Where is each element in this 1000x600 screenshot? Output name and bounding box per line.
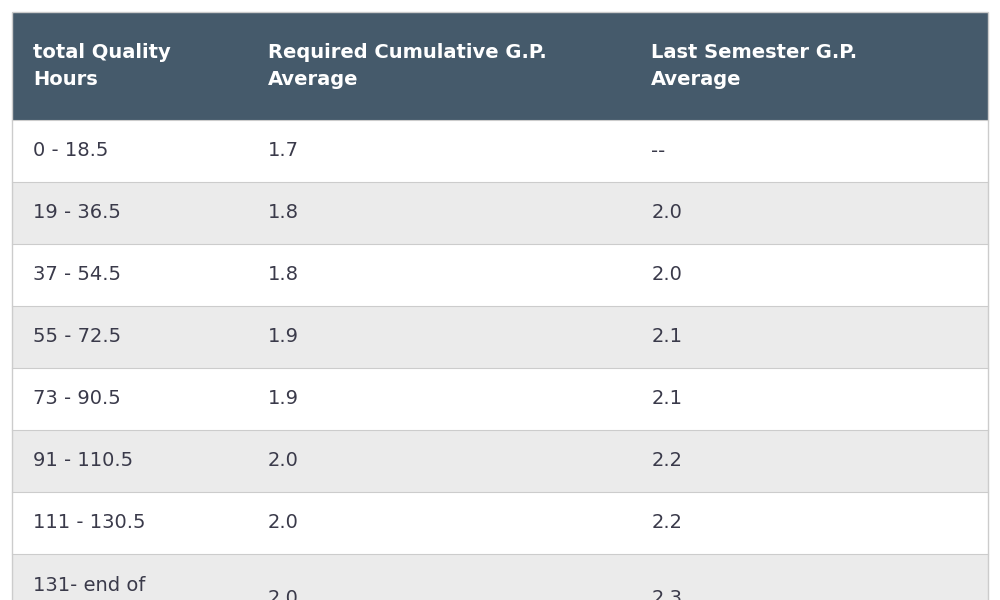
Text: 37 - 54.5: 37 - 54.5	[33, 265, 121, 284]
FancyBboxPatch shape	[12, 492, 988, 554]
Text: 2.0: 2.0	[268, 514, 299, 533]
Text: Required Cumulative G.P.
Average: Required Cumulative G.P. Average	[268, 43, 546, 89]
Text: 1.9: 1.9	[268, 328, 299, 346]
FancyBboxPatch shape	[12, 368, 988, 430]
Text: 2.0: 2.0	[268, 451, 299, 470]
Text: 2.0: 2.0	[651, 203, 682, 223]
Text: 1.9: 1.9	[268, 389, 299, 409]
FancyBboxPatch shape	[12, 182, 988, 244]
FancyBboxPatch shape	[12, 306, 988, 368]
Text: 2.1: 2.1	[651, 328, 682, 346]
FancyBboxPatch shape	[12, 430, 988, 492]
Text: 73 - 90.5: 73 - 90.5	[33, 389, 121, 409]
Text: 1.8: 1.8	[268, 203, 299, 223]
Text: 2.0: 2.0	[651, 265, 682, 284]
Text: 2.1: 2.1	[651, 389, 682, 409]
Text: 2.0: 2.0	[268, 589, 299, 600]
Text: 1.8: 1.8	[268, 265, 299, 284]
Text: 131- end of
program: 131- end of program	[33, 576, 146, 600]
Text: 91 - 110.5: 91 - 110.5	[33, 451, 134, 470]
Text: 111 - 130.5: 111 - 130.5	[33, 514, 146, 533]
Text: 2.2: 2.2	[651, 451, 682, 470]
FancyBboxPatch shape	[12, 554, 988, 600]
Text: 0 - 18.5: 0 - 18.5	[33, 142, 109, 160]
FancyBboxPatch shape	[12, 244, 988, 306]
Text: 2.3: 2.3	[651, 589, 682, 600]
Text: Last Semester G.P.
Average: Last Semester G.P. Average	[651, 43, 857, 89]
Text: 19 - 36.5: 19 - 36.5	[33, 203, 121, 223]
Text: total Quality
Hours: total Quality Hours	[33, 43, 171, 89]
FancyBboxPatch shape	[12, 12, 988, 120]
Text: --: --	[651, 142, 666, 160]
FancyBboxPatch shape	[12, 120, 988, 182]
Text: 1.7: 1.7	[268, 142, 299, 160]
Text: 2.2: 2.2	[651, 514, 682, 533]
Text: 55 - 72.5: 55 - 72.5	[33, 328, 122, 346]
